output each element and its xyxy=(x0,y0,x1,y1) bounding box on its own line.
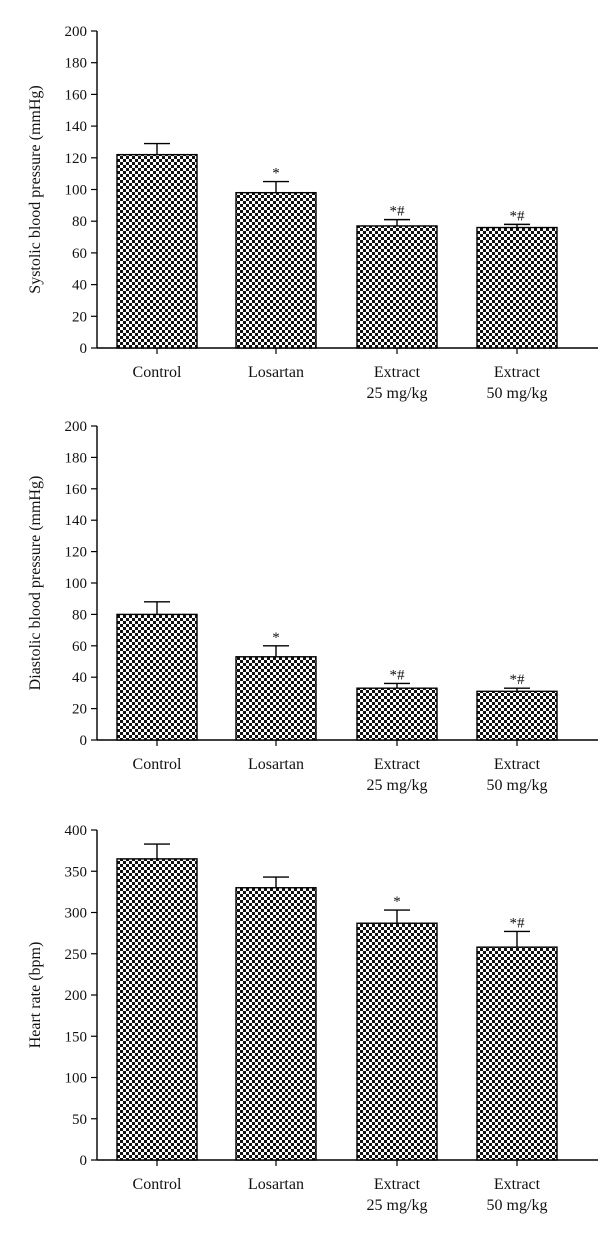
significance-mark: *# xyxy=(390,667,406,683)
x-tick-label: Extract xyxy=(494,1176,541,1193)
y-tick-label: 20 xyxy=(72,702,87,718)
y-tick-label: 120 xyxy=(65,151,88,167)
y-tick-label: 100 xyxy=(65,183,88,199)
x-tick-label: Control xyxy=(133,756,182,773)
y-tick-label: 0 xyxy=(80,733,88,749)
significance-mark: *# xyxy=(510,208,526,224)
bar xyxy=(476,946,558,1161)
y-tick-label: 150 xyxy=(65,1029,88,1045)
bar xyxy=(116,153,198,349)
x-tick-label: Extract xyxy=(494,756,541,773)
y-tick-label: 20 xyxy=(72,309,87,325)
significance-mark: *# xyxy=(510,672,526,688)
y-tick-label: 80 xyxy=(72,607,87,623)
bar xyxy=(116,858,198,1161)
y-tick-label: 100 xyxy=(65,1071,88,1087)
y-tick-label: 180 xyxy=(65,56,88,72)
y-tick-label: 120 xyxy=(65,545,88,561)
bar xyxy=(356,687,438,741)
y-axis-title: Systolic blood pressure (mmHg) xyxy=(27,85,44,293)
y-tick-label: 400 xyxy=(65,823,88,839)
y-tick-label: 200 xyxy=(65,419,88,435)
significance-mark: * xyxy=(272,630,280,646)
x-tick-label-line2: 25 mg/kg xyxy=(367,777,428,794)
bar xyxy=(235,887,317,1161)
y-tick-label: 40 xyxy=(72,278,87,294)
bar xyxy=(235,656,317,741)
bar xyxy=(476,690,558,741)
x-tick-label: Extract xyxy=(494,364,541,381)
chart-panel-3: 0 50 100 150 200 250 300 350 400 Heart rate (bpm)… xyxy=(27,823,598,1214)
x-tick-label: Control xyxy=(133,1176,182,1193)
bar xyxy=(356,225,438,349)
bar xyxy=(356,922,438,1161)
y-tick-label: 80 xyxy=(72,214,87,230)
y-tick-label: 180 xyxy=(65,450,88,466)
x-tick-label-line2: 25 mg/kg xyxy=(367,1197,428,1214)
x-tick-label-line2: 50 mg/kg xyxy=(487,1197,548,1214)
y-tick-label: 40 xyxy=(72,670,87,686)
y-tick-label: 0 xyxy=(80,1153,88,1169)
x-tick-label: Losartan xyxy=(248,756,304,773)
x-tick-label: Extract xyxy=(374,364,421,381)
y-tick-label: 50 xyxy=(72,1112,87,1128)
y-tick-label: 140 xyxy=(65,119,88,135)
y-tick-label: 200 xyxy=(65,24,88,40)
significance-mark: *# xyxy=(390,204,406,220)
x-tick-label-line2: 25 mg/kg xyxy=(367,385,428,402)
y-tick-label: 300 xyxy=(65,906,88,922)
significance-mark: * xyxy=(272,166,280,182)
y-tick-label: 60 xyxy=(72,246,87,262)
bar xyxy=(476,226,558,349)
x-tick-label: Losartan xyxy=(248,1176,304,1193)
y-tick-label: 160 xyxy=(65,87,88,103)
significance-mark: * xyxy=(393,894,401,910)
y-tick-label: 250 xyxy=(65,947,88,963)
x-tick-label: Extract xyxy=(374,756,421,773)
x-tick-label: Control xyxy=(133,364,182,381)
x-tick-label-line2: 50 mg/kg xyxy=(487,385,548,402)
x-tick-label: Losartan xyxy=(248,364,304,381)
bar xyxy=(235,191,317,349)
x-tick-label-line2: 50 mg/kg xyxy=(487,777,548,794)
y-tick-label: 200 xyxy=(65,988,88,1004)
y-axis-title: Heart rate (bpm) xyxy=(27,942,44,1049)
bar xyxy=(116,613,198,741)
y-tick-label: 350 xyxy=(65,864,88,880)
y-axis-title: Diastolic blood pressure (mmHg) xyxy=(27,476,44,691)
chart-panel-2: 0 20 40 60 80 100 120 140 160 180 200 Diastolic blo… xyxy=(27,419,598,794)
significance-mark: *# xyxy=(510,915,526,931)
y-tick-label: 140 xyxy=(65,513,88,529)
y-tick-label: 60 xyxy=(72,639,87,655)
x-tick-label: Extract xyxy=(374,1176,421,1193)
y-tick-label: 160 xyxy=(65,482,88,498)
y-tick-label: 100 xyxy=(65,576,88,592)
y-tick-label: 0 xyxy=(80,341,88,357)
chart-panel-1: 0 20 40 60 80 100 120 140 160 180 200 Systolic bloo… xyxy=(27,24,598,402)
